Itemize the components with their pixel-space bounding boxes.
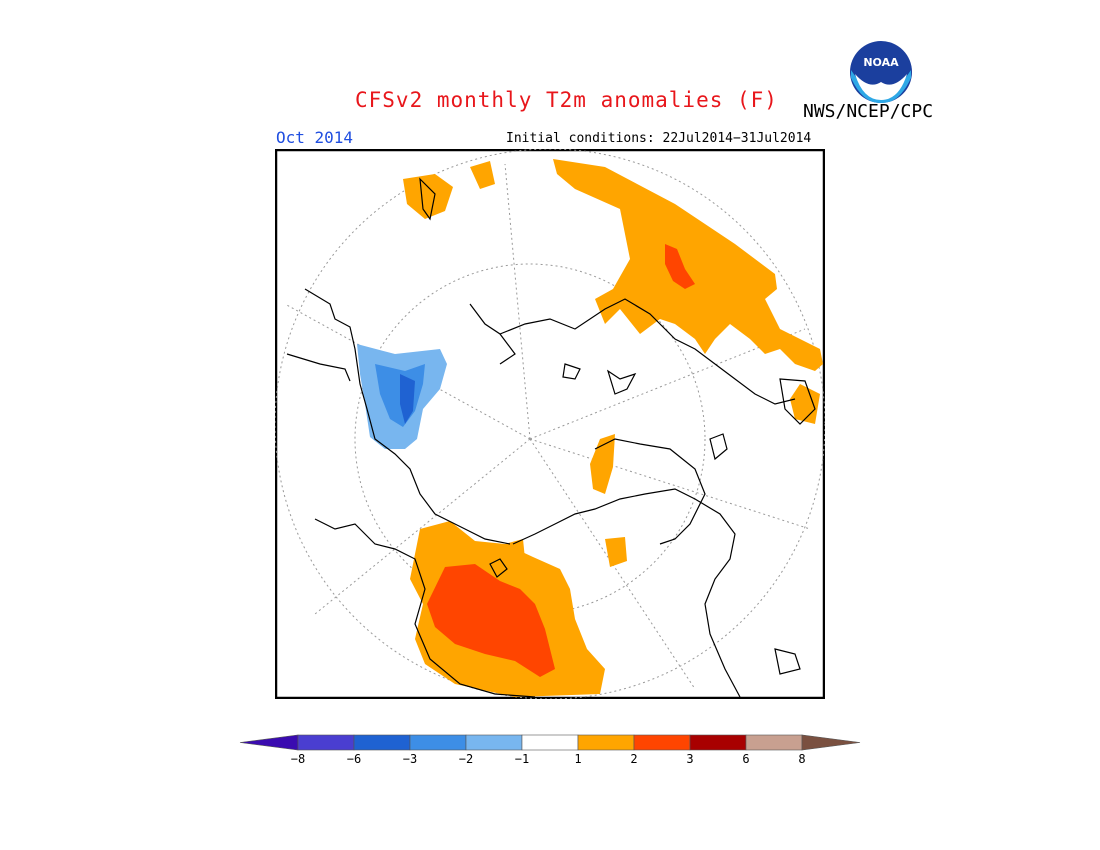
colorbar-tick-label: −3: [402, 752, 418, 766]
noaa-logo: NOAA: [850, 41, 912, 104]
colorbar-tick-label: −8: [290, 752, 306, 766]
organization-label: NWS/NCEP/CPC: [803, 101, 934, 122]
colorbar-left-arrow: [239, 734, 299, 751]
color-scale-bar: [239, 734, 861, 751]
colorbar-tick-label: 1: [574, 752, 582, 766]
colorbar-tick-label: −1: [514, 752, 530, 766]
polar-map: [275, 149, 825, 699]
colorbar-swatch: [465, 734, 523, 751]
forecast-period: Oct 2014: [276, 128, 354, 147]
colorbar-tick-label: 2: [630, 752, 638, 766]
cool-anomaly-europe-deep: [400, 374, 415, 424]
warm-anomaly-east-coast: [790, 384, 820, 424]
warm-anomaly-northeast-2: [470, 161, 495, 189]
colorbar-swatch: [353, 734, 411, 751]
colorbar-swatch: [689, 734, 747, 751]
colorbar-tick-label: −2: [458, 752, 474, 766]
colorbar-swatches: [239, 734, 861, 751]
warm-anomaly-hudson: [605, 537, 627, 567]
colorbar-tick-label: 6: [742, 752, 750, 766]
coastlines: [286, 177, 816, 698]
colorbar-tick-label: 8: [798, 752, 806, 766]
colorbar-swatch: [521, 734, 579, 751]
colorbar-swatch: [633, 734, 691, 751]
map-latitude-60: [354, 263, 706, 615]
colorbar-swatch: [297, 734, 355, 751]
colorbar-tick-label: −6: [346, 752, 362, 766]
warm-anomaly-siberia: [553, 159, 823, 371]
colorbar-right-arrow: [801, 734, 861, 751]
colorbar-swatch: [577, 734, 635, 751]
colorbar-tick-label: 3: [686, 752, 694, 766]
colorbar-swatch: [745, 734, 803, 751]
logo-text: NOAA: [863, 56, 899, 69]
chart-title: CFSv2 monthly T2m anomalies (F): [355, 88, 778, 112]
warm-anomaly-siberia-core: [665, 244, 695, 289]
initial-conditions: Initial conditions: 22Jul2014−31Jul2014: [506, 131, 812, 146]
anomaly-shading: [357, 159, 823, 697]
colorbar-swatch: [409, 734, 467, 751]
warm-anomaly-northeast: [403, 174, 453, 219]
warm-anomaly-north-america-core: [427, 564, 555, 677]
warm-anomaly-arctic-islands: [505, 539, 525, 561]
